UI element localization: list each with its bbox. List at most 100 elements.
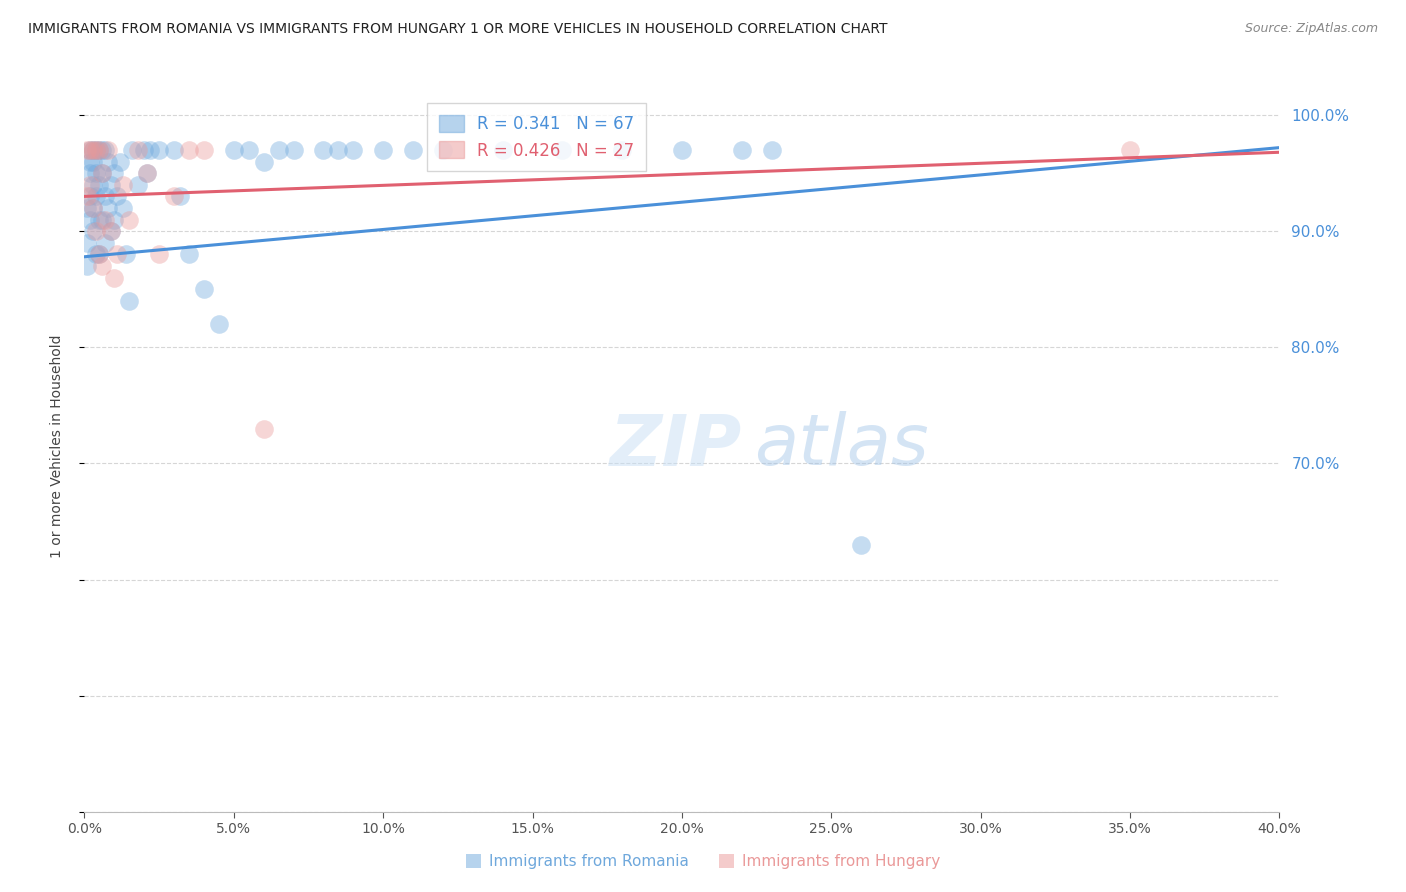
Point <box>105 189 128 203</box>
Point <box>283 143 305 157</box>
Point <box>89 247 111 261</box>
Point <box>89 247 111 261</box>
Point <box>139 143 162 157</box>
Point <box>100 224 122 238</box>
Point <box>105 247 128 261</box>
Text: IMMIGRANTS FROM ROMANIA VS IMMIGRANTS FROM HUNGARY 1 OR MORE VEHICLES IN HOUSEHO: IMMIGRANTS FROM ROMANIA VS IMMIGRANTS FR… <box>28 22 887 37</box>
Point <box>89 143 111 157</box>
Point <box>238 143 260 157</box>
Point <box>94 212 117 227</box>
Point <box>86 143 108 157</box>
Point <box>208 317 231 331</box>
Point <box>91 143 114 157</box>
Point <box>86 247 108 261</box>
Point <box>177 143 200 157</box>
Point <box>1119 143 1142 157</box>
Point <box>112 201 135 215</box>
Text: Source: ZipAtlas.com: Source: ZipAtlas.com <box>1244 22 1378 36</box>
Point <box>193 143 215 157</box>
Point <box>91 166 114 180</box>
Legend: R = 0.341   N = 67, R = 0.426   N = 27: R = 0.341 N = 67, R = 0.426 N = 27 <box>427 103 647 171</box>
Point <box>671 143 693 157</box>
Point <box>79 143 101 157</box>
Point <box>82 201 104 215</box>
Point <box>94 143 117 157</box>
Point <box>402 143 425 157</box>
Point <box>492 143 515 157</box>
Point <box>82 154 104 169</box>
Legend: Immigrants from Romania, Immigrants from Hungary: Immigrants from Romania, Immigrants from… <box>460 848 946 875</box>
Point <box>267 143 290 157</box>
Y-axis label: 1 or more Vehicles in Household: 1 or more Vehicles in Household <box>49 334 63 558</box>
Point <box>103 212 125 227</box>
Point <box>76 143 98 157</box>
Point <box>79 166 101 180</box>
Point <box>148 247 170 261</box>
Point <box>79 143 101 157</box>
Point <box>177 247 200 261</box>
Point <box>82 143 104 157</box>
Point <box>118 293 141 308</box>
Point <box>86 189 108 203</box>
Point <box>91 166 114 180</box>
Point <box>112 178 135 192</box>
Point <box>82 224 104 238</box>
Point <box>97 154 120 169</box>
Point <box>163 143 186 157</box>
Point <box>163 189 186 203</box>
Point <box>94 235 117 250</box>
Point <box>97 201 120 215</box>
Point <box>76 235 98 250</box>
Point <box>94 189 117 203</box>
Point <box>342 143 364 157</box>
Point <box>127 143 149 157</box>
Point <box>91 259 114 273</box>
Point <box>432 143 454 157</box>
Point <box>731 143 754 157</box>
Point <box>118 212 141 227</box>
Point <box>121 143 143 157</box>
Point <box>373 143 395 157</box>
Point <box>253 154 276 169</box>
Point <box>79 154 101 169</box>
Point <box>136 166 159 180</box>
Point <box>761 143 783 157</box>
Point <box>148 143 170 157</box>
Point <box>91 212 114 227</box>
Point <box>86 143 108 157</box>
Point <box>851 538 873 552</box>
Point <box>76 259 98 273</box>
Point <box>89 143 111 157</box>
Point <box>82 143 104 157</box>
Point <box>103 166 125 180</box>
Point <box>100 178 122 192</box>
Text: atlas: atlas <box>754 411 928 481</box>
Point <box>253 421 276 435</box>
Point <box>100 224 122 238</box>
Point <box>115 247 138 261</box>
Point <box>127 178 149 192</box>
Point <box>612 143 634 157</box>
Point <box>97 143 120 157</box>
Point <box>79 178 101 192</box>
Point <box>79 189 101 203</box>
Point <box>132 143 156 157</box>
Point <box>86 224 108 238</box>
Point <box>76 189 98 203</box>
Point <box>76 201 98 215</box>
Point <box>169 189 191 203</box>
Point <box>222 143 245 157</box>
Point <box>79 212 101 227</box>
Point <box>89 178 111 192</box>
Point <box>82 201 104 215</box>
Text: ZIP: ZIP <box>609 411 742 481</box>
Point <box>328 143 350 157</box>
Point <box>110 154 132 169</box>
Point <box>193 282 215 296</box>
Point <box>136 166 159 180</box>
Point <box>82 178 104 192</box>
Point <box>551 143 574 157</box>
Point <box>89 212 111 227</box>
Point <box>103 270 125 285</box>
Point <box>86 166 108 180</box>
